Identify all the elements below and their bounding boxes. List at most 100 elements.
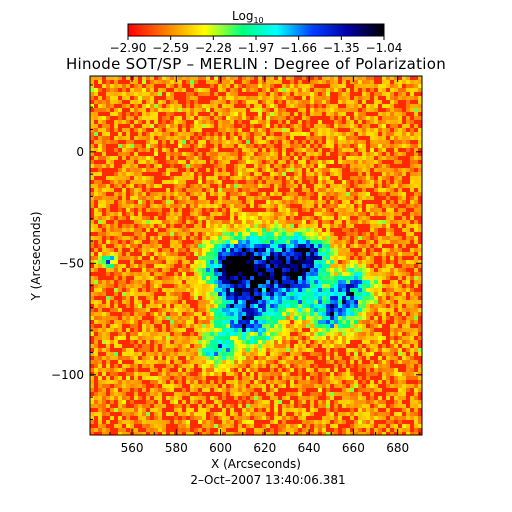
heatmap-cell bbox=[234, 360, 238, 364]
heatmap-cell bbox=[198, 216, 202, 220]
heatmap-cell bbox=[298, 256, 302, 260]
heatmap-cell bbox=[174, 244, 178, 248]
heatmap-cell bbox=[294, 100, 298, 104]
heatmap-cell bbox=[342, 336, 346, 340]
heatmap-cell bbox=[390, 356, 394, 360]
heatmap-cell bbox=[234, 176, 238, 180]
heatmap-cell bbox=[186, 144, 190, 148]
heatmap-cell bbox=[294, 324, 298, 328]
heatmap-cell bbox=[286, 252, 290, 256]
heatmap-cell bbox=[378, 112, 382, 116]
heatmap-cell bbox=[154, 340, 158, 344]
heatmap-cell bbox=[218, 348, 222, 352]
heatmap-cell bbox=[330, 328, 334, 332]
heatmap-cell bbox=[162, 224, 166, 228]
heatmap-cell bbox=[266, 312, 270, 316]
heatmap-cell bbox=[242, 376, 246, 380]
heatmap-cell bbox=[154, 304, 158, 308]
heatmap-cell bbox=[250, 228, 254, 232]
heatmap-cell bbox=[418, 176, 422, 180]
heatmap-cell bbox=[306, 296, 310, 300]
heatmap-cell bbox=[210, 304, 214, 308]
heatmap-cell bbox=[250, 384, 254, 388]
heatmap-cell bbox=[250, 180, 254, 184]
heatmap-cell bbox=[146, 100, 150, 104]
heatmap-cell bbox=[234, 220, 238, 224]
heatmap-cell bbox=[162, 148, 166, 152]
heatmap-cell bbox=[130, 264, 134, 268]
heatmap-cell bbox=[182, 352, 186, 356]
heatmap-cell bbox=[326, 212, 330, 216]
heatmap-cell bbox=[326, 296, 330, 300]
heatmap-cell bbox=[310, 80, 314, 84]
heatmap-cell bbox=[278, 192, 282, 196]
heatmap-cell bbox=[234, 192, 238, 196]
heatmap-cell bbox=[410, 232, 414, 236]
heatmap-cell bbox=[398, 152, 402, 156]
heatmap-cell bbox=[214, 192, 218, 196]
heatmap-cell bbox=[354, 228, 358, 232]
heatmap-cell bbox=[126, 388, 130, 392]
heatmap-cell bbox=[334, 140, 338, 144]
heatmap-cell bbox=[390, 256, 394, 260]
heatmap-cell bbox=[94, 216, 98, 220]
heatmap-cell bbox=[398, 172, 402, 176]
heatmap-cell bbox=[186, 308, 190, 312]
heatmap-cell bbox=[102, 192, 106, 196]
heatmap-cell bbox=[242, 152, 246, 156]
heatmap-cell bbox=[206, 348, 210, 352]
heatmap-cell bbox=[254, 160, 258, 164]
heatmap-cell bbox=[242, 240, 246, 244]
heatmap-cell bbox=[142, 116, 146, 120]
heatmap-cell bbox=[250, 372, 254, 376]
heatmap-cell bbox=[382, 308, 386, 312]
heatmap-cell bbox=[226, 272, 230, 276]
heatmap-cell bbox=[258, 112, 262, 116]
heatmap-cell bbox=[262, 92, 266, 96]
heatmap-cell bbox=[174, 188, 178, 192]
heatmap-cell bbox=[178, 244, 182, 248]
heatmap-cell bbox=[90, 300, 94, 304]
heatmap-cell bbox=[334, 260, 338, 264]
heatmap-cell bbox=[262, 264, 266, 268]
heatmap-cell bbox=[138, 224, 142, 228]
heatmap-cell bbox=[246, 300, 250, 304]
heatmap-cell bbox=[142, 272, 146, 276]
heatmap-cell bbox=[202, 232, 206, 236]
heatmap-cell bbox=[134, 376, 138, 380]
heatmap-cell bbox=[166, 172, 170, 176]
heatmap-cell bbox=[294, 200, 298, 204]
heatmap-cell bbox=[114, 240, 118, 244]
heatmap-cell bbox=[150, 276, 154, 280]
heatmap-cell bbox=[178, 192, 182, 196]
heatmap-cell bbox=[346, 184, 350, 188]
heatmap-cell bbox=[198, 208, 202, 212]
heatmap-cell bbox=[374, 252, 378, 256]
heatmap-cell bbox=[102, 128, 106, 132]
heatmap-cell bbox=[266, 136, 270, 140]
heatmap-cell bbox=[362, 328, 366, 332]
heatmap-cell bbox=[398, 92, 402, 96]
heatmap-cell bbox=[202, 300, 206, 304]
heatmap-cell bbox=[266, 376, 270, 380]
heatmap-cell bbox=[146, 208, 150, 212]
heatmap-cell bbox=[354, 352, 358, 356]
heatmap-cell bbox=[166, 188, 170, 192]
heatmap-cell bbox=[178, 268, 182, 272]
heatmap-cell bbox=[302, 84, 306, 88]
heatmap-cell bbox=[410, 292, 414, 296]
heatmap-cell bbox=[122, 144, 126, 148]
heatmap-cell bbox=[102, 132, 106, 136]
heatmap-cell bbox=[118, 308, 122, 312]
heatmap-cell bbox=[310, 152, 314, 156]
heatmap-cell bbox=[410, 260, 414, 264]
heatmap-cell bbox=[110, 140, 114, 144]
heatmap-cell bbox=[138, 264, 142, 268]
heatmap-cell bbox=[338, 184, 342, 188]
heatmap-cell bbox=[214, 176, 218, 180]
heatmap-cell bbox=[370, 252, 374, 256]
heatmap-cell bbox=[146, 76, 150, 80]
heatmap-cell bbox=[322, 320, 326, 324]
heatmap-cell bbox=[354, 80, 358, 84]
heatmap-cell bbox=[294, 176, 298, 180]
